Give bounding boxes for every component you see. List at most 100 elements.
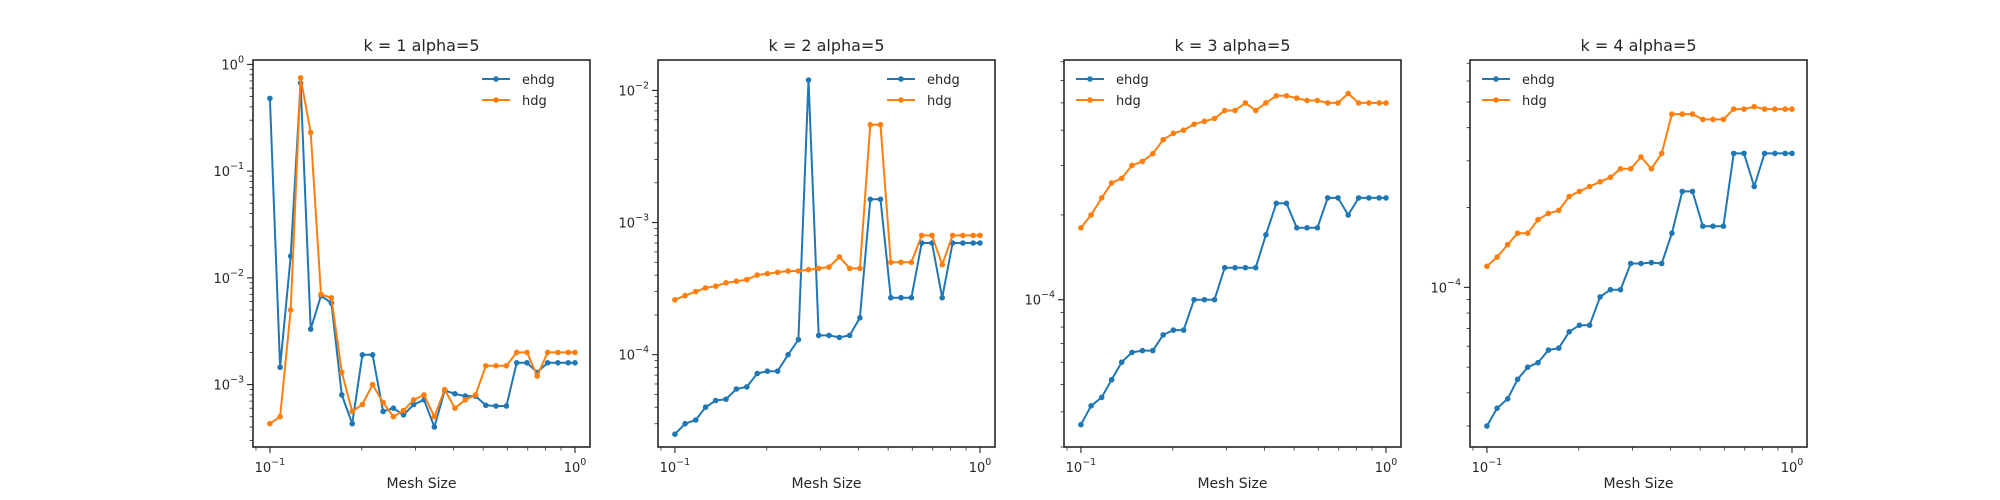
data-point-hdg <box>1524 230 1531 236</box>
data-point-ehdg <box>733 386 740 392</box>
data-point-hdg <box>785 268 791 274</box>
series-line-ehdg <box>1486 152 1792 427</box>
data-point-ehdg <box>826 332 832 339</box>
data-point-hdg <box>572 349 578 356</box>
data-point-ehdg <box>1273 200 1280 207</box>
data-point-ehdg <box>1494 405 1500 412</box>
data-point-hdg <box>328 295 335 301</box>
data-point-hdg <box>513 349 520 356</box>
data-point-hdg <box>267 420 273 427</box>
data-point-ehdg <box>1294 225 1300 231</box>
data-point-ehdg <box>1586 322 1593 329</box>
data-point-hdg <box>555 349 561 356</box>
data-point-ehdg <box>1751 183 1757 190</box>
data-point-hdg <box>1484 263 1490 270</box>
data-point-hdg <box>908 259 915 266</box>
data-point-ehdg <box>1118 359 1125 366</box>
data-point-hdg <box>712 283 719 290</box>
data-point-ehdg <box>1556 345 1562 351</box>
data-point-hdg <box>1648 166 1655 172</box>
legend-label-hdg: hdg <box>927 94 952 109</box>
y-tick-label: 10−4 <box>618 345 649 364</box>
data-point-hdg <box>949 232 956 239</box>
data-point-ehdg <box>857 315 863 321</box>
data-point-hdg <box>939 261 945 268</box>
x-tick-label: 10−1 <box>255 457 286 476</box>
legend-marker-hdg <box>1087 97 1093 103</box>
legend-label-ehdg: ehdg <box>1116 73 1149 88</box>
data-point-ehdg <box>1201 296 1208 303</box>
subplot-k3: k = 3 alpha=5 Mesh Size 10−1 100 10−4 ehdg h… <box>1024 36 1402 492</box>
data-point-ehdg <box>1129 349 1135 356</box>
x-tick-label: 100 <box>969 457 992 476</box>
data-point-ehdg <box>1088 403 1094 409</box>
data-point-ehdg <box>702 404 709 411</box>
legend-marker-ehdg <box>493 76 499 82</box>
data-point-ehdg <box>723 396 729 403</box>
data-point-hdg <box>1078 225 1084 231</box>
data-point-hdg <box>1514 230 1521 236</box>
data-point-ehdg <box>1160 332 1166 338</box>
data-point-ehdg <box>1355 195 1362 201</box>
legend: ehdg hdg <box>1482 73 1555 109</box>
data-point-hdg <box>565 349 571 356</box>
data-point-ehdg <box>359 352 366 358</box>
data-point-ehdg <box>1566 329 1572 335</box>
data-point-ehdg <box>1658 260 1665 267</box>
y-tick-label: 10−2 <box>213 268 244 287</box>
data-point-hdg <box>544 349 551 356</box>
data-point-hdg <box>1314 97 1321 104</box>
data-point-ehdg <box>1232 264 1238 271</box>
x-axis-label: Mesh Size <box>386 476 456 492</box>
data-point-hdg <box>339 369 345 376</box>
data-point-hdg <box>744 276 750 283</box>
data-point-ehdg <box>1648 259 1655 266</box>
data-point-ehdg <box>400 412 407 418</box>
data-point-ehdg <box>960 240 966 246</box>
data-point-ehdg <box>349 420 356 427</box>
data-point-ehdg <box>1098 394 1105 401</box>
data-point-ehdg <box>1139 347 1146 354</box>
x-axis-label: Mesh Size <box>1603 476 1673 492</box>
legend: ehdg hdg <box>1076 73 1149 109</box>
data-point-ehdg <box>1335 195 1341 201</box>
data-point-hdg <box>1160 136 1166 143</box>
axes-frame <box>252 59 591 448</box>
legend-marker-ehdg <box>898 76 904 82</box>
data-point-ehdg <box>1782 150 1788 157</box>
data-point-ehdg <box>277 364 283 371</box>
data-point-ehdg <box>1741 150 1747 157</box>
series-line-hdg <box>1080 92 1386 229</box>
data-point-hdg <box>877 121 884 128</box>
data-point-hdg <box>1201 118 1208 125</box>
data-point-ehdg <box>1304 225 1310 231</box>
x-tick-label: 10−1 <box>1066 457 1097 476</box>
data-point-ehdg <box>795 336 802 343</box>
y-tick-label: 10−4 <box>1024 290 1055 309</box>
data-point-ehdg <box>970 240 976 246</box>
subplot-title: k = 3 alpha=5 <box>1174 36 1290 55</box>
data-point-ehdg <box>513 360 520 366</box>
data-point-ehdg <box>565 360 571 366</box>
data-point-hdg <box>431 413 438 420</box>
data-point-ehdg <box>785 351 791 358</box>
data-point-ehdg <box>682 420 688 427</box>
data-point-hdg <box>733 278 740 285</box>
subplot-k4: k = 4 alpha=5 Mesh Size 10−1 100 10−4 ehdg h… <box>1430 36 1808 492</box>
subplot-title: k = 2 alpha=5 <box>768 36 884 55</box>
legend-label-hdg: hdg <box>1116 94 1141 109</box>
data-point-hdg <box>369 381 376 388</box>
data-point-hdg <box>503 363 510 369</box>
data-point-ehdg <box>846 332 853 339</box>
data-point-ehdg <box>1772 150 1778 157</box>
data-point-ehdg <box>908 294 915 301</box>
data-point-hdg <box>1494 254 1500 260</box>
data-point-hdg <box>1118 175 1125 182</box>
data-point-ehdg <box>977 240 983 246</box>
y-tick-label: 10−4 <box>1430 277 1461 296</box>
data-point-hdg <box>929 232 935 239</box>
data-point-hdg <box>390 413 397 420</box>
data-point-ehdg <box>390 405 397 412</box>
data-point-ehdg <box>764 368 771 375</box>
data-point-ehdg <box>544 360 551 366</box>
